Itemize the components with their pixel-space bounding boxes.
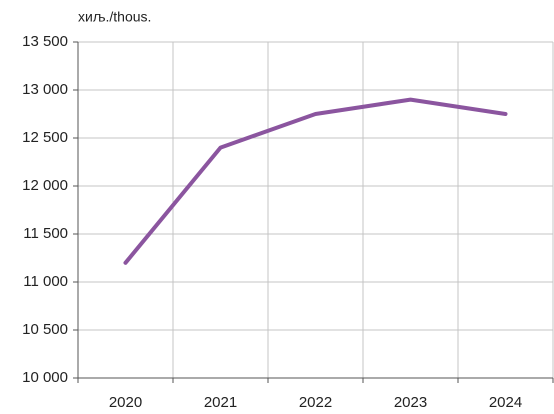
y-tick-label: 11 000 bbox=[23, 273, 68, 290]
y-tick-label: 13 500 bbox=[22, 33, 68, 50]
x-tick-label: 2021 bbox=[204, 394, 237, 411]
unit-label: хиљ./thous. bbox=[78, 9, 151, 25]
line-series bbox=[123, 97, 508, 265]
y-tick-label: 12 000 bbox=[22, 177, 68, 194]
x-tick-label: 2023 bbox=[394, 394, 427, 411]
y-tick-label: 11 500 bbox=[23, 225, 68, 242]
x-tick-label: 2020 bbox=[109, 394, 142, 411]
y-tick-label: 10 000 bbox=[22, 369, 68, 386]
y-tick-label: 10 500 bbox=[22, 321, 68, 338]
y-tick-label: 12 500 bbox=[22, 129, 68, 146]
x-tick-label: 2022 bbox=[299, 394, 332, 411]
y-tick-label: 13 000 bbox=[22, 81, 68, 98]
x-tick-label: 2024 bbox=[489, 394, 522, 411]
